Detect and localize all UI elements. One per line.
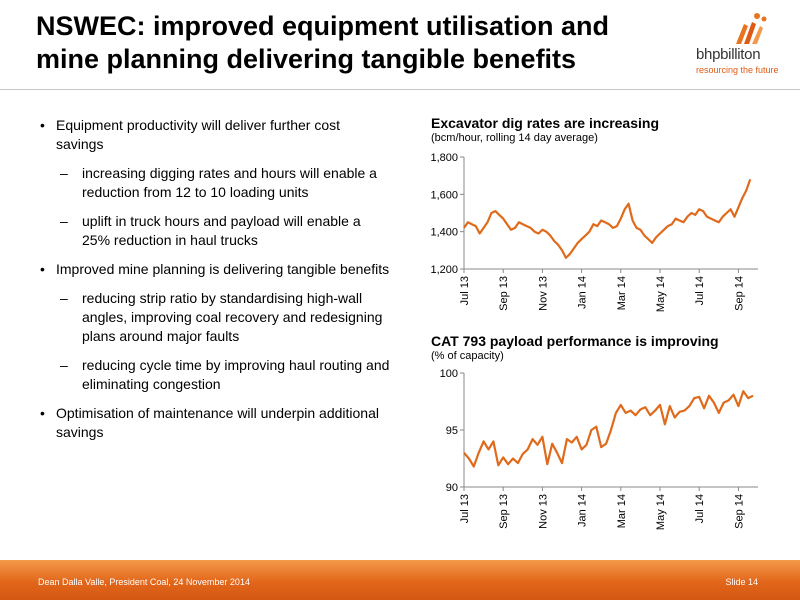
bullet-text: Improved mine planning is delivering tan… [56, 261, 390, 277]
series-line [463, 390, 754, 468]
footer-bar: Dean Dalla Valle, President Coal, 24 Nov… [0, 560, 800, 600]
bullet-item: • Improved mine planning is delivering ta… [40, 260, 390, 279]
x-tick-label: Jul 14 [694, 276, 706, 305]
sub-bullet-text: reducing strip ratio by standardising hi… [82, 290, 383, 344]
bullet-text: Optimisation of maintenance will underpi… [56, 405, 379, 440]
y-tick-label: 1,200 [430, 264, 458, 276]
footer-presenter: Dean Dalla Valle, President Coal, 24 Nov… [38, 577, 250, 587]
x-tick-label: Mar 14 [616, 276, 628, 310]
sub-bullet-item: – reducing strip ratio by standardising h… [40, 289, 390, 346]
x-tick-label: Jul 13 [459, 494, 471, 523]
chart-1-title: Excavator dig rates are increasing [431, 115, 659, 131]
y-tick-label: 1,400 [430, 227, 458, 239]
y-tick-label: 90 [446, 482, 458, 494]
x-tick-label: Jul 13 [459, 276, 471, 305]
slide-title: NSWEC: improved equipment utilisation an… [36, 10, 646, 76]
x-tick-label: Sep 13 [498, 276, 510, 311]
sub-bullet-text: reducing cycle time by improving haul ro… [82, 357, 390, 392]
sub-bullet-item: – reducing cycle time by improving haul r… [40, 356, 390, 394]
slide-title-line-1: NSWEC: improved equipment utilisation an… [36, 11, 610, 41]
logo-tagline: resourcing the future [696, 65, 779, 75]
y-tick-label: 95 [446, 425, 458, 437]
bullet-marker: • [40, 117, 45, 133]
header-divider [0, 89, 800, 90]
series-line [463, 179, 752, 259]
x-tick-label: Sep 13 [498, 494, 510, 529]
logo-name: bhpbilliton [696, 46, 761, 63]
chart-1-subtitle: (bcm/hour, rolling 14 day average) [431, 132, 598, 144]
sub-bullet-item: – uplift in truck hours and payload will … [40, 212, 390, 250]
sub-bullet-marker: – [60, 165, 68, 181]
company-logo: bhpbilliton resourcing the future [690, 12, 790, 82]
x-tick-label: May 14 [655, 494, 667, 530]
sub-bullet-text: uplift in truck hours and payload will e… [82, 213, 361, 248]
x-tick-label: Nov 13 [537, 276, 549, 311]
y-tick-label: 100 [440, 368, 458, 380]
x-tick-label: Jan 14 [577, 276, 589, 309]
bullet-item: • Equipment productivity will deliver fur… [40, 116, 390, 154]
bullet-marker: • [40, 405, 45, 421]
bullet-list: • Equipment productivity will deliver fur… [40, 116, 390, 452]
chart-2-title: CAT 793 payload performance is improving [431, 333, 719, 349]
bullet-item: • Optimisation of maintenance will underp… [40, 404, 390, 442]
logo-mark-icon [736, 13, 767, 44]
sub-bullet-marker: – [60, 290, 68, 306]
x-tick-label: Nov 13 [537, 494, 549, 529]
slide-title-line-2: mine planning delivering tangible benefi… [36, 44, 577, 74]
bullet-text: Equipment productivity will deliver furt… [56, 117, 341, 152]
x-tick-label: Jan 14 [577, 494, 589, 527]
sub-bullet-marker: – [60, 213, 68, 229]
chart-2-subtitle: (% of capacity) [431, 350, 504, 362]
y-tick-label: 1,600 [430, 189, 458, 201]
x-tick-label: Sep 14 [733, 494, 745, 529]
bullet-marker: • [40, 261, 45, 277]
x-tick-label: Sep 14 [733, 276, 745, 311]
x-tick-label: May 14 [655, 276, 667, 312]
slide-number: Slide 14 [725, 577, 758, 587]
sub-bullet-marker: – [60, 357, 68, 373]
x-tick-label: Jul 14 [694, 494, 706, 523]
sub-bullet-item: – increasing digging rates and hours will… [40, 164, 390, 202]
x-tick-label: Mar 14 [616, 494, 628, 528]
y-tick-label: 1,800 [430, 152, 458, 164]
sub-bullet-text: increasing digging rates and hours will … [82, 165, 377, 200]
